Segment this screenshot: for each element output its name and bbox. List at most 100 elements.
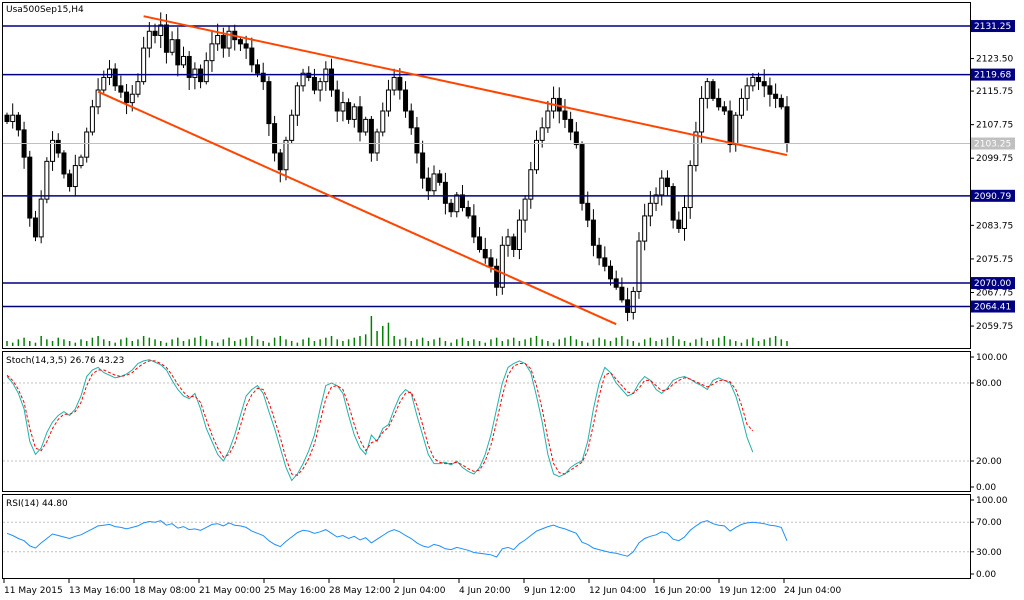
stoch-tick-label: 80.00 [976,379,1002,389]
price-tick-label: 2123.50 [976,55,1013,65]
main-price-panel[interactable]: 2123.50 2115.75 2107.75 2099.75 2083.75 2075.… [3,12,1015,346]
candle-body [773,93,779,99]
candle-body [687,165,693,209]
candle-body [357,106,363,133]
rsi-panel[interactable]: 100.00 70.00 30.00 0.00 [3,496,1008,580]
price-tick-label: 2115.75 [976,87,1013,97]
candle-body [590,219,596,246]
candle-body [106,68,112,78]
candle-body [220,34,226,49]
candle-body [647,202,653,217]
stoch-title: Stoch(14,3,5) 26.76 43.23 [6,356,124,366]
candle-body [619,286,625,301]
candle-body [124,91,130,104]
rsi-title: RSI(14) 44.80 [6,499,68,509]
level-price-badge [971,68,1015,81]
candle-body [346,102,352,120]
candle-body [448,202,454,213]
candle-body [38,198,44,238]
candle-body [784,106,790,144]
candle-body [716,97,722,108]
candle-body [243,43,249,49]
candle-body [215,34,221,45]
rsi-line [6,520,788,558]
candle-body [459,194,465,209]
candle-body [226,30,232,49]
candle-body [306,72,312,78]
candle-body [494,265,500,288]
candle-body [738,97,744,116]
stoch-tick-label: 100.00 [976,353,1008,363]
candle-body [249,47,255,66]
candle-body [175,39,181,66]
rsi-tick-label: 70.00 [976,518,1002,528]
time-tick-label: 9 Jun 12:00 [524,586,576,596]
candle-body [653,194,659,204]
level-price-badge [971,189,1015,202]
candle-body [670,186,676,221]
price-tick-label: 2107.75 [976,121,1013,131]
time-tick-label: 16 Jun 20:00 [654,586,711,596]
candle-body [169,39,175,53]
rsi-tick-label: 30.00 [976,548,1002,558]
main-panel-frame [2,2,971,349]
candle-body [562,110,568,120]
candle-body [744,85,750,99]
candle-body [585,202,591,221]
candle-body [289,114,295,141]
candle-body [317,81,323,91]
candle-body [260,72,266,83]
candle-body [101,76,107,91]
candle-body [323,68,329,83]
level-price-label: 2131.25 [974,22,1011,32]
candle-body [454,194,460,213]
candle-body [397,76,403,91]
stoch-panel[interactable]: 100.00 80.00 20.00 0.00 [3,353,1008,493]
candle-body [329,68,335,91]
price-tick-label: 2059.75 [976,322,1013,332]
candle-body [50,139,56,162]
candle-body [294,85,300,116]
rsi-tick-label: 100.00 [976,496,1008,506]
candle-body [528,169,534,200]
time-tick-label: 25 May 16:00 [264,586,326,596]
candle-body [391,76,397,91]
candle-body [95,89,101,108]
candle-body [118,85,124,93]
candle-body [380,110,386,133]
trend-line [143,15,788,157]
candle-body [78,156,84,167]
candle-body [727,110,733,146]
candle-body [311,76,317,91]
candle-body [761,81,767,87]
candle-body [186,55,192,78]
candle-body [334,89,340,112]
stoch-tick-label: 20.00 [976,457,1002,467]
time-tick-label: 4 Jun 20:00 [459,586,511,596]
candle-body [442,181,448,204]
candle-body [733,114,739,146]
candle-body [300,72,306,87]
candle-body [767,85,773,95]
price-tick-label: 2075.75 [976,255,1013,265]
time-tick-label: 24 Jun 04:00 [784,586,841,596]
candle-body [471,215,477,238]
candle-body [704,81,710,99]
candle-body [721,106,727,112]
candle-body [4,114,10,122]
candle-body [180,55,186,66]
time-tick-label: 28 May 12:00 [329,586,391,596]
candle-body [425,177,431,192]
rsi-panel-frame [2,494,971,579]
stoch-signal-line [6,360,754,476]
candle-body [682,207,688,230]
candle-body [272,123,278,154]
level-price-label: 2064.41 [974,303,1011,313]
stoch-tick-label: 0.00 [976,483,996,493]
candle-body [198,68,204,83]
candle-body [437,173,443,183]
candle-body [579,144,585,204]
candle-body [277,152,283,171]
level-price-label: 2070.00 [974,279,1011,289]
candle-body [61,152,67,175]
